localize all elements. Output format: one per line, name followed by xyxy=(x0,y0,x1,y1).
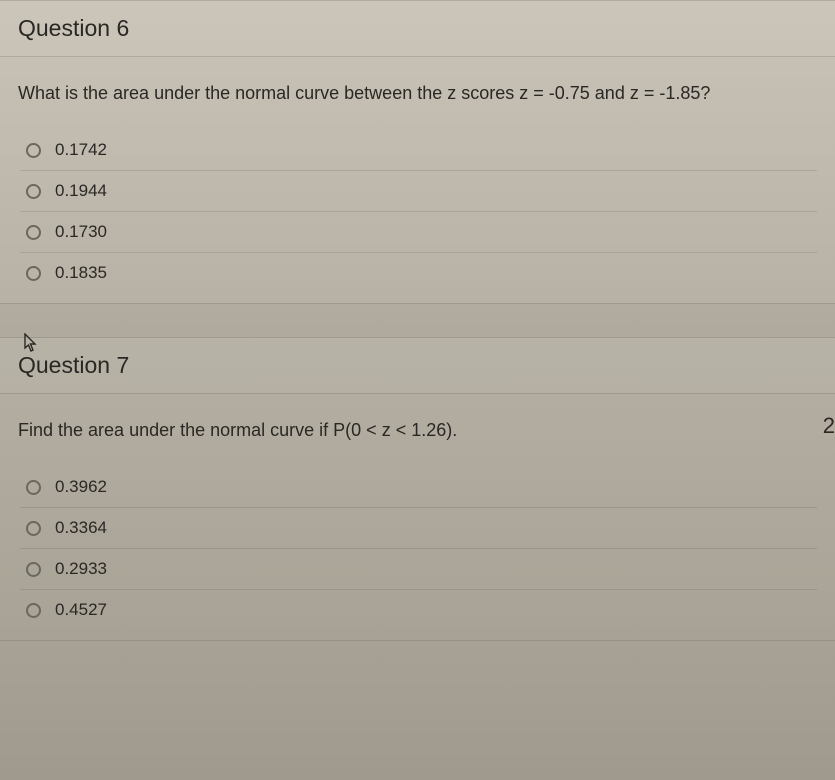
option-label: 0.3364 xyxy=(55,518,107,538)
option-label: 0.4527 xyxy=(55,600,107,620)
question-body: Find the area under the normal curve if … xyxy=(0,394,835,640)
block-spacer xyxy=(0,303,835,337)
question-prompt: What is the area under the normal curve … xyxy=(18,81,817,106)
option-label: 0.3962 xyxy=(55,477,107,497)
radio-icon xyxy=(26,603,41,618)
option-row[interactable]: 0.3364 xyxy=(20,508,817,549)
question-block-6: Question 6 What is the area under the no… xyxy=(0,0,835,303)
radio-icon xyxy=(26,266,41,281)
option-label: 0.1944 xyxy=(55,181,107,201)
option-label: 0.2933 xyxy=(55,559,107,579)
option-row[interactable]: 0.4527 xyxy=(20,590,817,630)
option-row[interactable]: 0.1944 xyxy=(20,171,817,212)
question-block-7: Question 7 Find the area under the norma… xyxy=(0,337,835,640)
option-row[interactable]: 0.1835 xyxy=(20,253,817,293)
radio-icon xyxy=(26,184,41,199)
question-prompt: Find the area under the normal curve if … xyxy=(18,418,817,443)
option-row[interactable]: 0.1742 xyxy=(20,130,817,171)
options-group: 0.1742 0.1944 0.1730 0.1835 xyxy=(20,130,817,293)
options-group: 0.3962 0.3364 0.2933 0.4527 xyxy=(20,467,817,630)
option-label: 0.1730 xyxy=(55,222,107,242)
option-row[interactable]: 0.1730 xyxy=(20,212,817,253)
radio-icon xyxy=(26,225,41,240)
option-label: 0.1835 xyxy=(55,263,107,283)
bottom-divider xyxy=(0,640,835,650)
radio-icon xyxy=(26,480,41,495)
question-header: Question 6 xyxy=(0,1,835,57)
question-body: What is the area under the normal curve … xyxy=(0,57,835,303)
radio-icon xyxy=(26,143,41,158)
quiz-page: Question 6 What is the area under the no… xyxy=(0,0,835,780)
radio-icon xyxy=(26,562,41,577)
option-row[interactable]: 0.3962 xyxy=(20,467,817,508)
option-row[interactable]: 0.2933 xyxy=(20,549,817,590)
radio-icon xyxy=(26,521,41,536)
side-character: 2 xyxy=(823,413,835,439)
question-header: Question 7 xyxy=(0,338,835,394)
option-label: 0.1742 xyxy=(55,140,107,160)
